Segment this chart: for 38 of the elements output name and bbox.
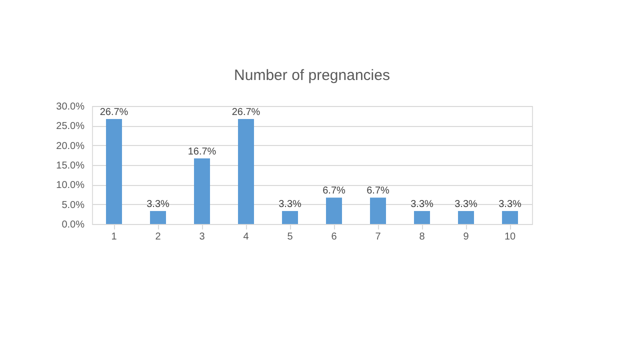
- y-tick-label: 25.0%: [56, 121, 85, 132]
- x-tick-label: 9: [463, 232, 470, 242]
- data-label: 3.3%: [278, 199, 302, 210]
- x-tick-label: 6: [331, 232, 338, 242]
- data-label: 16.7%: [188, 146, 216, 158]
- x-tick-label: 8: [419, 232, 426, 242]
- data-label: 3.3%: [410, 199, 434, 210]
- data-label: 3.3%: [146, 199, 170, 210]
- y-tick-label: 0.0%: [62, 220, 85, 230]
- y-tick-label: 5.0%: [62, 200, 85, 211]
- bar: [414, 211, 430, 224]
- x-tick-label: 10: [504, 232, 516, 242]
- bar: [194, 158, 210, 224]
- data-label: 6.7%: [366, 186, 390, 197]
- y-tick-label: 10.0%: [56, 180, 85, 192]
- x-tick-label: 5: [287, 232, 294, 242]
- bar: [502, 211, 518, 224]
- y-tick-label: 20.0%: [56, 140, 85, 152]
- data-label: 3.3%: [498, 199, 522, 210]
- data-label: 6.7%: [322, 186, 346, 197]
- bar: [238, 118, 254, 224]
- bar: [326, 198, 342, 224]
- data-label: 26.7%: [100, 106, 128, 118]
- x-tick-label: 4: [243, 232, 250, 242]
- bar: [282, 211, 298, 224]
- y-tick-label: 30.0%: [56, 102, 85, 112]
- bar: [106, 118, 122, 224]
- x-tick-label: 3: [199, 232, 206, 242]
- x-tick-label: 7: [375, 232, 382, 242]
- bar: [150, 211, 166, 224]
- bar: [370, 198, 386, 224]
- chart-title: Number of pregnancies: [234, 67, 390, 84]
- x-tick-label: 2: [155, 232, 162, 242]
- data-label: 26.7%: [232, 106, 260, 118]
- y-tick-label: 15.0%: [56, 160, 85, 172]
- data-label: 3.3%: [454, 199, 478, 210]
- bar: [458, 211, 474, 224]
- x-tick-label: 1: [111, 232, 118, 242]
